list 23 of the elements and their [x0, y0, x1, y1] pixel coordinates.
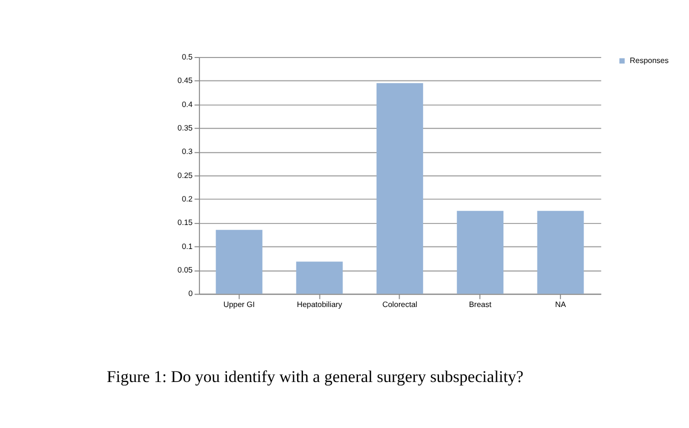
bar	[296, 262, 343, 294]
y-tick-label: 0.15	[178, 218, 193, 228]
y-tick-label: 0.25	[178, 170, 193, 180]
bar	[216, 230, 262, 294]
x-tick-label: Colorectal	[382, 300, 418, 309]
x-tick-label: Upper GI	[223, 300, 255, 309]
bar	[537, 210, 584, 294]
y-tick-label: 0.35	[178, 123, 193, 132]
bar	[456, 210, 504, 294]
x-tick-label: Breast	[468, 300, 492, 309]
y-tick-label: 0.45	[178, 76, 193, 86]
legend-label: Responses	[630, 56, 669, 65]
y-tick-label: 0.5	[182, 52, 193, 62]
caption: Figure 1: Do you identify with a general surgery subspeciality?	[106, 367, 524, 386]
y-tick-label: 0.2	[182, 194, 193, 204]
y-tick-label: 0.4	[182, 100, 194, 109]
bar	[376, 83, 424, 294]
x-tick-label: NA	[555, 300, 567, 309]
y-tick-label: 0	[188, 289, 193, 298]
y-tick-label: 0.1	[182, 242, 193, 251]
x-tick-label: Hepatobiliary	[296, 300, 342, 309]
y-tick-label: 0.05	[178, 266, 193, 275]
y-tick-label: 0.3	[182, 147, 193, 156]
